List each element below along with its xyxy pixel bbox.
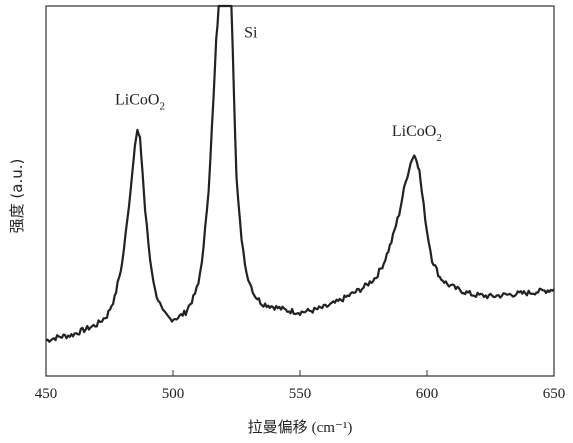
annotation-2: LiCoO2: [392, 123, 442, 144]
annotation-0: LiCoO2: [115, 92, 165, 113]
x-tick-labels: 450 500 550 600 650: [35, 386, 566, 402]
peak-annotations: LiCoO2 Si LiCoO2: [115, 25, 442, 145]
y-axis-label: 强度 (a.u.): [8, 159, 26, 234]
annotation-1: Si: [244, 25, 258, 42]
x-ticks: [45, 370, 555, 376]
plot-frame: [45, 5, 555, 377]
x-axis-label-unit: (cm⁻¹): [312, 420, 353, 436]
x-tick-label-500: 500: [162, 386, 185, 402]
x-axis-label-text: 拉曼偏移: [248, 418, 308, 436]
x-tick-label-650: 650: [543, 386, 566, 402]
raman-spectrum-line: [45, 4, 555, 343]
x-tick-label-600: 600: [416, 386, 439, 402]
x-tick-label-450: 450: [35, 386, 58, 402]
x-tick-label-550: 550: [289, 386, 312, 402]
x-axis-label: 拉曼偏移 (cm⁻¹): [248, 418, 353, 436]
